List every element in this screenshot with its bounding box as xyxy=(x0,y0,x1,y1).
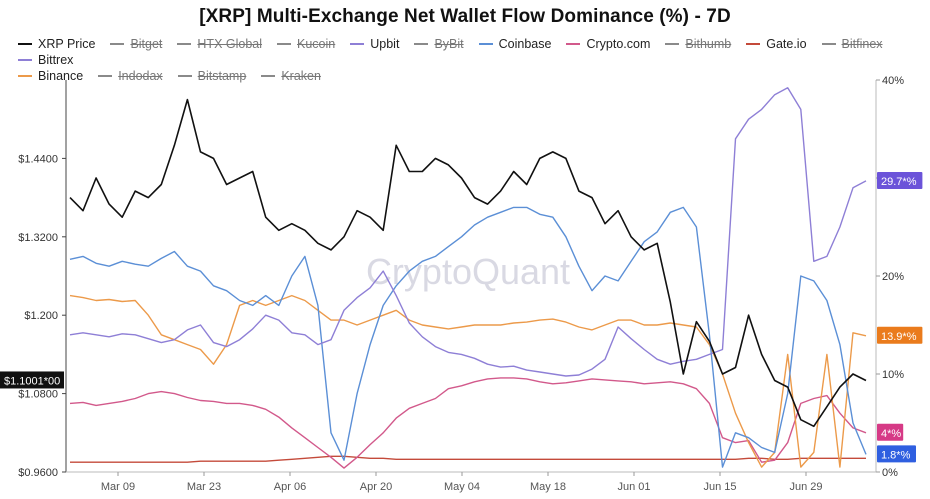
legend-swatch xyxy=(821,43,836,45)
y-left-tick-label: $0.9600 xyxy=(18,467,58,479)
value-badge-label: 1.8*% xyxy=(881,449,911,461)
price-badge-label: $1.1001*00 xyxy=(4,375,60,387)
series-line-coinbase xyxy=(69,206,867,468)
legend-item[interactable]: Coinbase xyxy=(478,36,552,52)
value-badge-label: 29.7*% xyxy=(881,176,917,188)
y-right-tick-label: 40% xyxy=(882,75,904,87)
value-badge xyxy=(877,423,904,441)
legend-label: Bitstamp xyxy=(197,69,247,83)
series-line-xrp-price xyxy=(69,98,867,428)
legend-swatch xyxy=(177,75,192,77)
y-left-tick-label: $1.4400 xyxy=(18,153,58,165)
watermark: CryptoQuant xyxy=(366,251,570,292)
legend-row: Binance Indodax Bitstamp Kraken xyxy=(18,68,918,84)
legend-label: XRP Price xyxy=(38,37,96,51)
value-badge-label: 4*% xyxy=(881,428,901,440)
legend-item[interactable]: Crypto.com xyxy=(566,36,650,52)
x-tick-label: Mar 09 xyxy=(101,481,135,493)
legend-swatch xyxy=(746,43,761,45)
x-tick-label: May 04 xyxy=(444,481,480,493)
legend-label: Upbit xyxy=(370,37,400,51)
legend-label: Coinbase xyxy=(498,37,552,51)
y-right-tick-label: 10% xyxy=(882,369,904,381)
legend-label: Kraken xyxy=(281,69,321,83)
series-line-gate-io xyxy=(70,455,866,463)
legend-label: Crypto.com xyxy=(586,37,651,51)
value-badge xyxy=(877,326,923,344)
x-tick-label: Jun 01 xyxy=(617,481,650,493)
legend-label: Binance xyxy=(38,69,84,83)
legend-swatch xyxy=(98,75,113,77)
legend-label: Bithumb xyxy=(685,37,732,51)
y-right-tick-label: 20% xyxy=(882,271,904,283)
x-tick-label: Mar 23 xyxy=(187,481,221,493)
legend-label: Bitfinex xyxy=(841,37,883,51)
legend-item[interactable]: Gate.io xyxy=(746,36,807,52)
legend-label: Bitget xyxy=(130,37,163,51)
legend-label: Indodax xyxy=(118,69,163,83)
series-line-upbit xyxy=(69,87,867,377)
series-line-crypto-com xyxy=(69,377,867,469)
legend-swatch xyxy=(414,43,429,45)
x-tick-label: Jun 15 xyxy=(703,481,736,493)
y-right-tick-label: 0% xyxy=(882,467,898,479)
legend-item[interactable]: Bittrex xyxy=(18,52,73,68)
legend-swatch xyxy=(566,43,581,45)
legend-label: Bittrex xyxy=(38,53,74,67)
legend-swatch xyxy=(18,59,32,61)
legend-item[interactable]: Kraken xyxy=(261,68,321,84)
legend-item[interactable]: Bitfinex xyxy=(821,36,883,52)
x-tick-label: May 18 xyxy=(530,481,566,493)
legend-item[interactable]: Binance xyxy=(18,68,83,84)
y-left-tick-label: $1.3200 xyxy=(18,232,58,244)
legend-label: Gate.io xyxy=(766,37,807,51)
legend-swatch xyxy=(110,43,125,45)
legend-label: Kucoin xyxy=(297,37,336,51)
legend-swatch xyxy=(277,43,292,45)
legend-item[interactable]: Upbit xyxy=(350,36,399,52)
chart-title: [XRP] Multi-Exchange Net Wallet Flow Dom… xyxy=(199,6,731,27)
legend-label: ByBit xyxy=(434,37,464,51)
legend-item[interactable]: XRP Price xyxy=(18,36,95,52)
series-line-binance xyxy=(69,294,867,468)
x-tick-label: Apr 20 xyxy=(360,481,392,493)
legend-swatch xyxy=(478,43,493,45)
y-left-tick-label: $1.200 xyxy=(24,310,58,322)
legend-row: XRP Price Bitget HTX Global Kucoin Upbit ByBi… xyxy=(18,36,918,68)
legend-swatch xyxy=(18,75,32,77)
legend-item[interactable]: Indodax xyxy=(98,68,163,84)
x-tick-label: Apr 06 xyxy=(274,481,306,493)
legend-label: HTX Global xyxy=(197,37,263,51)
legend-swatch xyxy=(18,43,32,45)
price-badge xyxy=(0,371,64,389)
value-badge xyxy=(877,445,916,463)
chart-legend: XRP Price Bitget HTX Global Kucoin Upbit ByBi… xyxy=(18,36,918,84)
legend-swatch xyxy=(350,43,365,45)
legend-item[interactable]: Bitstamp xyxy=(177,68,247,84)
x-tick-label: Jun 29 xyxy=(789,481,822,493)
value-badge xyxy=(877,171,923,189)
y-left-tick-label: $1.0800 xyxy=(18,389,58,401)
legend-item[interactable]: ByBit xyxy=(414,36,464,52)
legend-item[interactable]: Kucoin xyxy=(277,36,335,52)
legend-swatch xyxy=(665,43,680,45)
legend-item[interactable]: Bitget xyxy=(110,36,162,52)
legend-swatch xyxy=(177,43,192,45)
legend-item[interactable]: HTX Global xyxy=(177,36,262,52)
legend-item[interactable]: Bithumb xyxy=(665,36,731,52)
legend-swatch xyxy=(261,75,276,77)
value-badge-label: 13.9*% xyxy=(881,331,917,343)
